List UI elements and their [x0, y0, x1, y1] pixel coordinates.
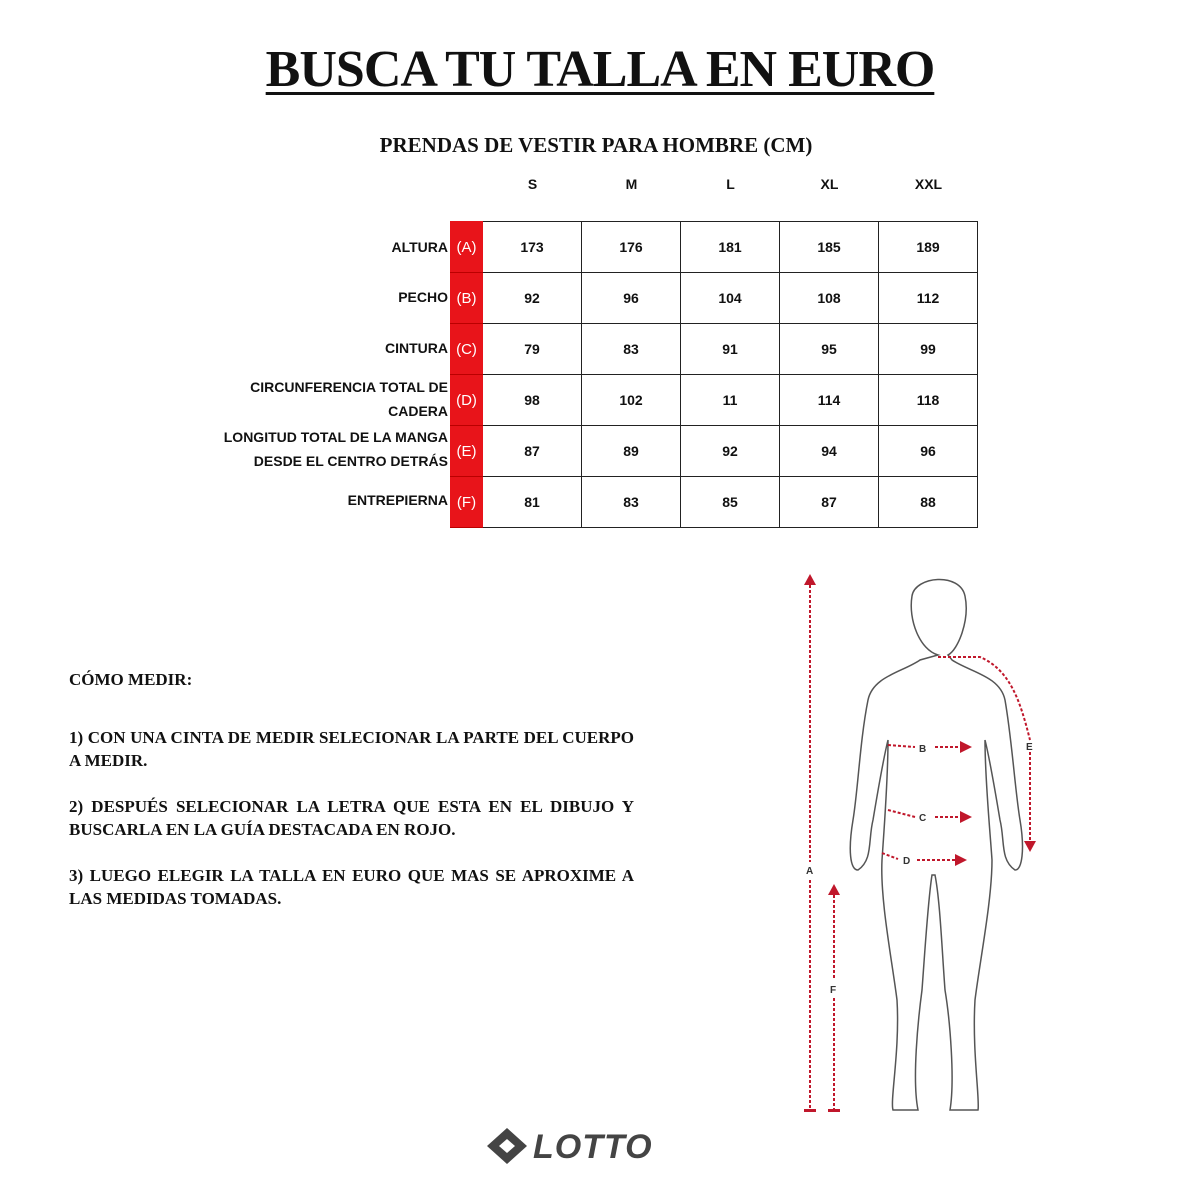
lotto-logo: LOTTO	[487, 1128, 653, 1166]
row-label-line: PECHO	[398, 289, 448, 306]
table-cell: 96	[581, 272, 681, 324]
howto-step-3: 3) LUEGO ELEGIR LA TALLA EN EURO QUE MAS…	[69, 866, 634, 908]
table-cell: 91	[680, 323, 780, 375]
table-cell: 104	[680, 272, 780, 324]
table-row: (C) 79 83 91 95 99	[450, 323, 978, 375]
table-row: (A) 173 176 181 185 189	[450, 221, 978, 273]
row-label-line: CADERA	[388, 402, 448, 419]
howto-step-1: 1) CON UNA CINTA DE MEDIR SELECIONAR LA …	[69, 728, 634, 770]
page-title: BUSCA TU TALLA EN EURO	[265, 41, 936, 98]
table-cell: 95	[779, 323, 879, 375]
lotto-diamond-icon	[487, 1128, 527, 1164]
table-cell: 99	[878, 323, 978, 375]
row-label-line: LONGITUD TOTAL DE LA MANGA	[223, 429, 448, 446]
size-header-s: S	[527, 176, 538, 192]
table-cell: 112	[878, 272, 978, 324]
measure-code: (B)	[450, 272, 483, 324]
lotto-wordmark: LOTTO	[533, 1128, 653, 1166]
row-label: LONGITUD TOTAL DE LA MANGA DESDE EL CENTR…	[188, 424, 448, 475]
row-label-line: ALTURA	[391, 238, 448, 255]
row-label: PECHO	[188, 272, 448, 323]
arrowheads	[804, 574, 1036, 1112]
table-cell: 92	[482, 272, 582, 324]
figure-label-d: D	[903, 856, 910, 867]
table-cell: 79	[482, 323, 582, 375]
row-label: ENTREPIERNA	[188, 475, 448, 526]
row-label-line: CIRCUNFERENCIA TOTAL DE	[250, 378, 448, 395]
table-cell: 83	[581, 323, 681, 375]
table-cell: 181	[680, 221, 780, 273]
size-table: (A) 173 176 181 185 189 (B) 92 96 104 108 112 (C) 79 8…	[450, 221, 978, 528]
table-cell: 189	[878, 221, 978, 273]
size-header-l: L	[726, 176, 735, 192]
table-cell: 96	[878, 425, 978, 477]
table-subtitle: PRENDAS DE VESTIR PARA HOMBRE (CM)	[379, 133, 813, 157]
row-label-line: DESDE EL CENTRO DETRÁS	[253, 453, 448, 470]
row-label: CIRCUNFERENCIA TOTAL DE CADERA	[188, 373, 448, 424]
table-cell: 89	[581, 425, 681, 477]
table-cell: 92	[680, 425, 780, 477]
measure-code: (D)	[450, 374, 483, 426]
body-measurement-figure: A B C D E F	[804, 574, 1036, 1112]
table-cell: 83	[581, 476, 681, 528]
row-label: CINTURA	[188, 322, 448, 373]
row-label-line: CINTURA	[385, 339, 448, 356]
table-cell: 11	[680, 374, 780, 426]
body-outline	[849, 578, 1024, 1111]
table-cell: 88	[878, 476, 978, 528]
measure-code: (F)	[450, 476, 483, 528]
table-cell: 114	[779, 374, 879, 426]
howto-step-2: 2) DESPUÉS SELECIONAR LA LETRA QUE ESTA …	[69, 797, 634, 839]
table-cell: 102	[581, 374, 681, 426]
measure-line-c	[887, 809, 916, 818]
table-cell: 108	[779, 272, 879, 324]
table-cell: 173	[482, 221, 582, 273]
figure-label-f: F	[830, 985, 836, 996]
measure-code: (A)	[450, 221, 483, 273]
size-header-m: M	[625, 176, 638, 192]
table-cell: 87	[779, 476, 879, 528]
table-row: (B) 92 96 104 108 112	[450, 272, 978, 324]
figure-label-c: C	[919, 813, 926, 824]
measure-line-e	[938, 656, 1031, 741]
measure-line-d	[881, 852, 899, 860]
table-cell: 87	[482, 425, 582, 477]
row-label-line: ENTREPIERNA	[347, 492, 448, 508]
size-header-xl: XL	[820, 176, 839, 192]
measure-code: (E)	[450, 425, 483, 477]
table-row: (E) 87 89 92 94 96	[450, 425, 978, 477]
row-label: ALTURA	[188, 221, 448, 272]
table-cell: 176	[581, 221, 681, 273]
howto-heading: CÓMO MEDIR:	[69, 670, 193, 689]
table-row: (D) 98 102 11 114 118	[450, 374, 978, 426]
figure-label-a: A	[806, 866, 813, 877]
figure-label-b: B	[919, 744, 926, 755]
table-cell: 118	[878, 374, 978, 426]
table-cell: 185	[779, 221, 879, 273]
table-cell: 98	[482, 374, 582, 426]
table-cell: 81	[482, 476, 582, 528]
measure-code: (C)	[450, 323, 483, 375]
measure-line-b	[887, 744, 916, 748]
table-cell: 85	[680, 476, 780, 528]
figure-label-e: E	[1026, 742, 1033, 753]
size-header-xxl: XXL	[914, 176, 943, 192]
table-cell: 94	[779, 425, 879, 477]
table-row: (F) 81 83 85 87 88	[450, 476, 978, 528]
